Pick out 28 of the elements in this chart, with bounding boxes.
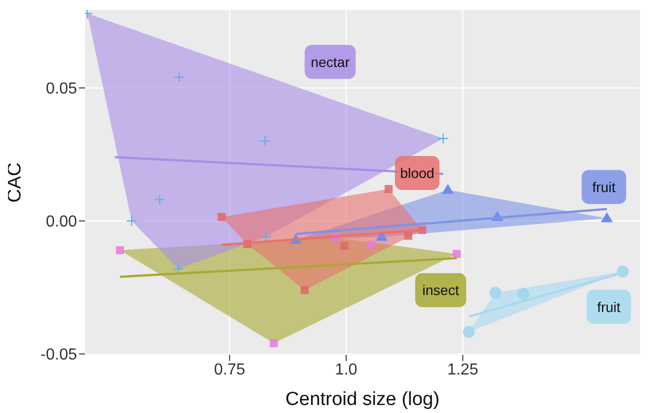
y-tick-label: 0.05	[46, 80, 78, 98]
x-axis-title: Centroid size (log)	[285, 389, 440, 410]
point	[218, 212, 226, 221]
point	[376, 230, 388, 241]
point	[462, 326, 475, 338]
point	[300, 286, 309, 294]
point	[384, 185, 393, 194]
x-tick-label: 1.0	[335, 361, 358, 378]
point	[116, 246, 124, 254]
point	[489, 286, 502, 299]
series-label: fruit	[592, 178, 616, 195]
point	[404, 232, 412, 240]
point	[366, 240, 375, 249]
x-tick-label: 1.25	[447, 361, 478, 378]
text: nectar	[310, 54, 350, 70]
y-tick-label: 0.00	[46, 214, 78, 231]
point	[616, 265, 629, 278]
x-tick-label: 0.75	[214, 361, 246, 378]
point	[442, 184, 454, 194]
series-label: fruit	[597, 298, 621, 315]
y-tick-label: -0.05	[40, 346, 78, 364]
point	[270, 339, 278, 348]
point	[600, 212, 613, 222]
point	[452, 250, 461, 258]
text: blood	[400, 164, 434, 181]
series-label: insect	[422, 282, 460, 298]
point	[340, 242, 348, 250]
point	[517, 288, 530, 300]
